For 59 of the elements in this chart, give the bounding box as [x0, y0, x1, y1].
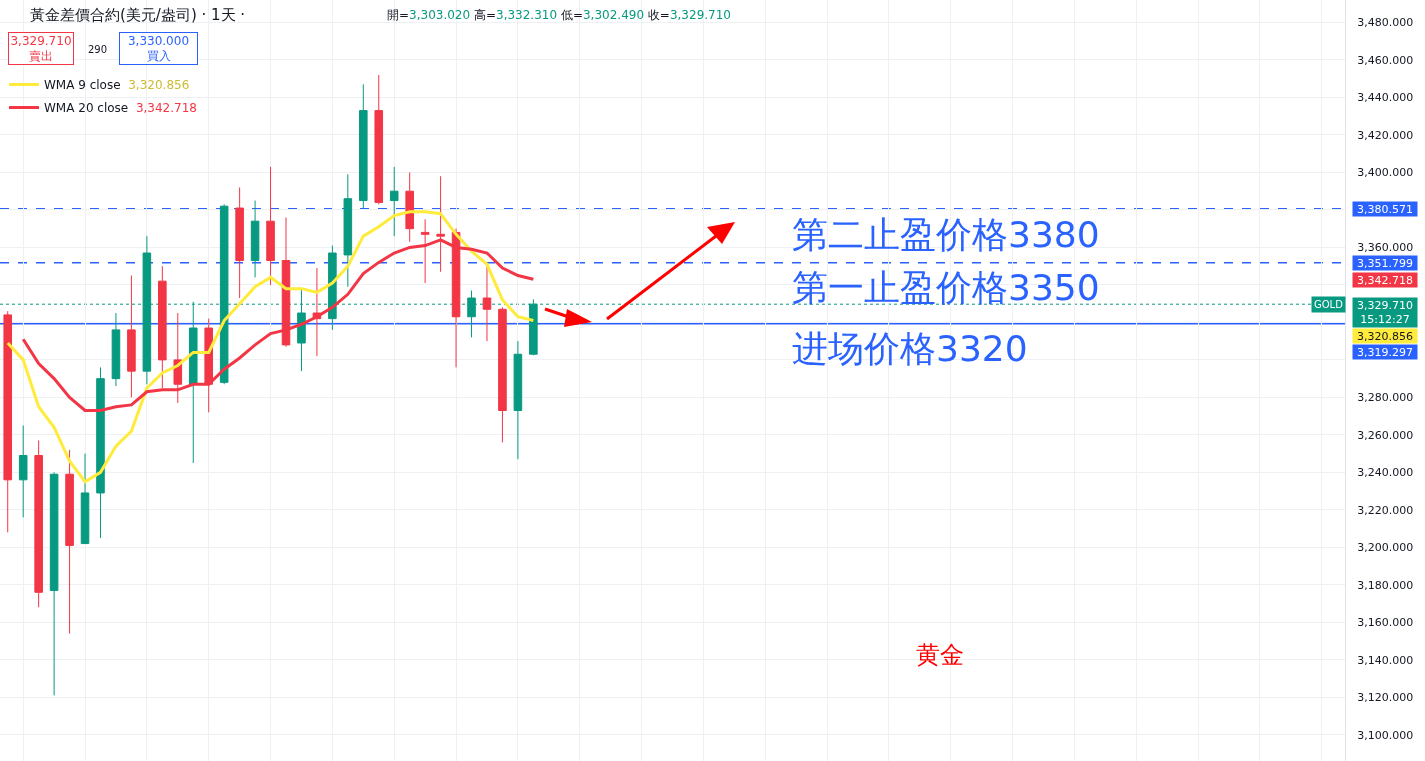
candlestick [343, 173, 353, 288]
ref-line-label: 3,380.571 [1357, 202, 1413, 216]
text: 3,342.718 [1357, 273, 1413, 287]
candlestick [250, 200, 260, 278]
ref-line-label: 3,351.799 [1357, 256, 1413, 270]
annotation: 第二止盈价格3380 [792, 214, 1100, 255]
candlestick [49, 471, 59, 696]
annotation: 開=3,303.020 高=3,332.310 低=3,302.490 收=3,329.710 [387, 8, 731, 22]
annotation: GOLD [1314, 299, 1344, 310]
candlestick [34, 439, 43, 608]
annotation: 3,330.000 買入 [127, 33, 190, 64]
candlestick [389, 166, 399, 237]
y-tick-label: 3,140.000 [1357, 653, 1414, 667]
candlestick [65, 449, 74, 635]
annotation: 290 [88, 44, 108, 55]
candlestick [482, 265, 492, 342]
annotation: 3,329.710 賣出 [10, 33, 72, 64]
y-tick-label: 3,480.000 [1357, 16, 1414, 30]
candlestick [158, 265, 167, 389]
line-series [6, 210, 535, 484]
annotation: 3,342.718 [135, 101, 197, 116]
y-tick-label: 3,260.000 [1357, 428, 1414, 442]
y-tick-label: 3,280.000 [1357, 391, 1414, 405]
y-tick-label: 3,180.000 [1357, 578, 1414, 592]
y-tick-label: 3,120.000 [1357, 691, 1414, 705]
candlestick [405, 171, 414, 243]
text: 3,320.856 [1357, 329, 1413, 343]
y-tick-label: 3,240.000 [1357, 466, 1414, 480]
candlestick [266, 166, 275, 286]
candlestick [374, 74, 384, 205]
y-tick-label: 3,200.000 [1357, 541, 1414, 555]
legend-label: WMA 9 close [44, 78, 121, 93]
candlestick [18, 424, 28, 518]
candlestick [359, 83, 368, 209]
y-tick-label: 3,220.000 [1357, 503, 1414, 517]
candlestick [111, 312, 121, 387]
annotation: 进场价格3320 [792, 328, 1028, 369]
ref-line-label: 3,329.710 15:12:27 [1357, 298, 1413, 327]
annotation: 第一止盈价格3350 [792, 267, 1100, 308]
candlestick [3, 310, 13, 533]
y-tick-label: 3,160.000 [1357, 616, 1414, 630]
candlestick [498, 306, 507, 443]
candlestick [127, 275, 136, 398]
y-tick-label: 3,100.000 [1357, 728, 1414, 742]
ref-line-label: 3,319.297 [1357, 345, 1413, 359]
y-tick-label: 3,400.000 [1357, 166, 1414, 180]
annotation: 3,320.856 [128, 78, 190, 93]
candlestick [96, 366, 105, 539]
legend-label: WMA 20 close [44, 101, 129, 116]
y-tick-label: 3,360.000 [1357, 241, 1414, 255]
annotation: 黄金 [916, 641, 964, 669]
candlestick [235, 186, 244, 299]
candlestick [312, 267, 322, 357]
candlestick [80, 453, 90, 545]
candlestick [513, 340, 523, 460]
y-tick-label: 3,440.000 [1357, 91, 1414, 105]
y-tick-label: 3,420.000 [1357, 128, 1414, 142]
text: 黃金差價合約(美元/盎司) · 1天 · [30, 6, 246, 25]
y-tick-label: 3,460.000 [1357, 53, 1414, 67]
